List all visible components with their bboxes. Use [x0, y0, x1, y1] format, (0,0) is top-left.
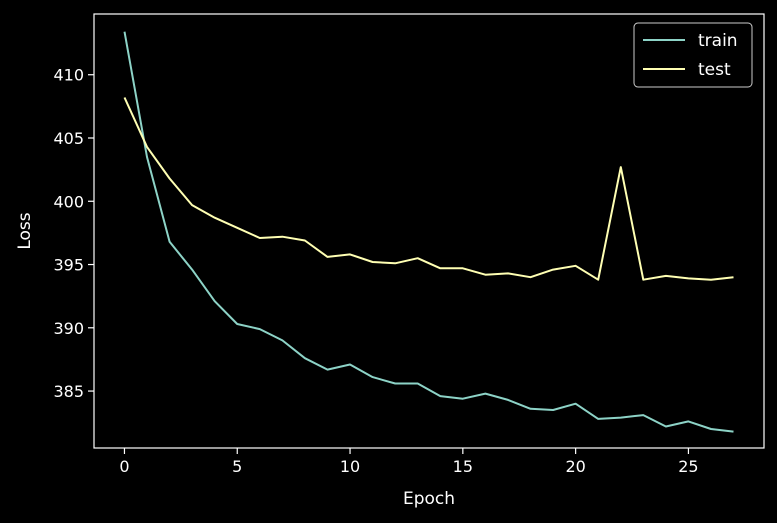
- y-tick-label-410: 410: [53, 66, 84, 85]
- x-tick-label-5: 5: [232, 457, 242, 476]
- plot-lines: [123, 31, 734, 433]
- x-tick-label-25: 25: [678, 457, 698, 476]
- y-tick-label-400: 400: [53, 192, 84, 211]
- x-tick-label-10: 10: [340, 457, 360, 476]
- series-line-train: [123, 31, 734, 433]
- legend-label-train: train: [698, 31, 738, 51]
- x-tick-label-15: 15: [453, 457, 473, 476]
- series-line-test: [123, 97, 734, 281]
- x-axis-label: Epoch: [403, 489, 455, 509]
- y-tick-label-395: 395: [53, 256, 84, 275]
- y-tick-label-405: 405: [53, 129, 84, 148]
- x-tick-label-0: 0: [119, 457, 129, 476]
- x-tick-label-20: 20: [565, 457, 585, 476]
- x-axis-ticks: 0 5 10 15 20 25: [119, 448, 699, 476]
- y-tick-label-390: 390: [53, 319, 84, 338]
- axes-frame: [93, 13, 765, 449]
- y-axis-ticks: 385 390 395 400 405 410: [53, 66, 94, 401]
- y-axis-label: Loss: [15, 212, 35, 249]
- legend: train test: [633, 22, 753, 88]
- legend-label-test: test: [698, 60, 731, 80]
- y-tick-label-385: 385: [53, 382, 84, 401]
